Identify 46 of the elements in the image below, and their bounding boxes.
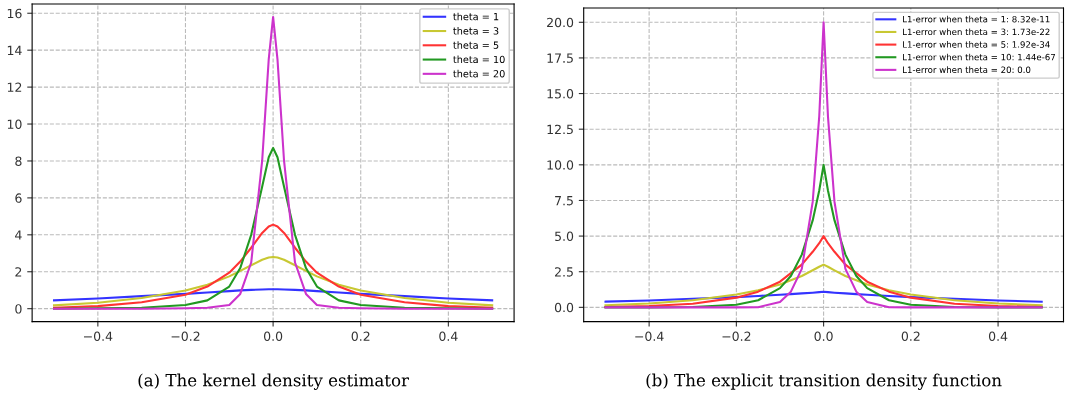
x-tick-label: 0.2	[351, 331, 370, 341]
y-tick-label: 10	[7, 119, 22, 129]
y-tick-label: 10.0	[547, 160, 574, 170]
y-tick-label: 15.0	[547, 89, 574, 99]
line-series	[53, 255, 494, 307]
text: (a) The kernel density estimator	[138, 373, 410, 390]
line-series	[53, 223, 494, 309]
y-tick-label: 8	[15, 156, 22, 166]
y-tick-label: 4	[15, 230, 22, 240]
legend-label: theta = 20	[453, 69, 505, 78]
y-tick-label: 14	[7, 45, 22, 55]
legend-label: L1-error when theta = 20: 0.0	[903, 66, 1031, 74]
y-tick-label: 5.0	[555, 231, 574, 242]
x-tick-label: 0.0	[814, 331, 833, 341]
y-tick-label: 12.5	[547, 124, 573, 135]
legend-label: L1-error when theta = 5: 1.92e-34	[903, 41, 1050, 48]
y-tick-label: 0.0	[554, 302, 574, 313]
x-tick-label: −0.2	[171, 331, 200, 341]
y-tick-label: 7.5	[555, 196, 573, 206]
x-tick-label: 0.4	[439, 331, 458, 341]
legend-label: theta = 3	[453, 27, 499, 35]
y-tick-label: 2.5	[555, 267, 573, 277]
legend-label: theta = 10	[453, 55, 505, 64]
legend-label: L1-error when theta = 3: 1.73e-22	[903, 28, 1050, 36]
x-tick-label: −0.4	[84, 331, 113, 341]
y-tick-label: 2	[15, 267, 22, 277]
line-series	[604, 263, 1043, 307]
x-tick-label: 0.4	[988, 331, 1008, 341]
y-tick-label: 6	[15, 193, 22, 203]
x-tick-label: 0.2	[901, 331, 920, 341]
legend-label: theta = 5	[453, 41, 499, 49]
line-series	[604, 290, 1043, 303]
legend-label: theta = 1	[453, 12, 499, 21]
legend-label: L1-error when theta = 10: 1.44e-67	[903, 53, 1056, 61]
line-series	[53, 288, 494, 302]
x-tick-label: −0.2	[722, 331, 751, 341]
y-tick-label: 20.0	[547, 17, 574, 28]
legend-label: L1-error when theta = 1: 8.32e-11	[903, 15, 1050, 23]
text: (b) The explicit transition density function	[646, 373, 1002, 390]
y-tick-label: 0	[15, 304, 22, 314]
line-series	[53, 15, 494, 310]
x-tick-label: 0.0	[263, 331, 283, 341]
y-tick-label: 16	[7, 8, 22, 19]
x-tick-label: −0.4	[635, 331, 664, 341]
y-tick-label: 12	[7, 82, 22, 92]
y-tick-label: 17.5	[547, 53, 573, 63]
